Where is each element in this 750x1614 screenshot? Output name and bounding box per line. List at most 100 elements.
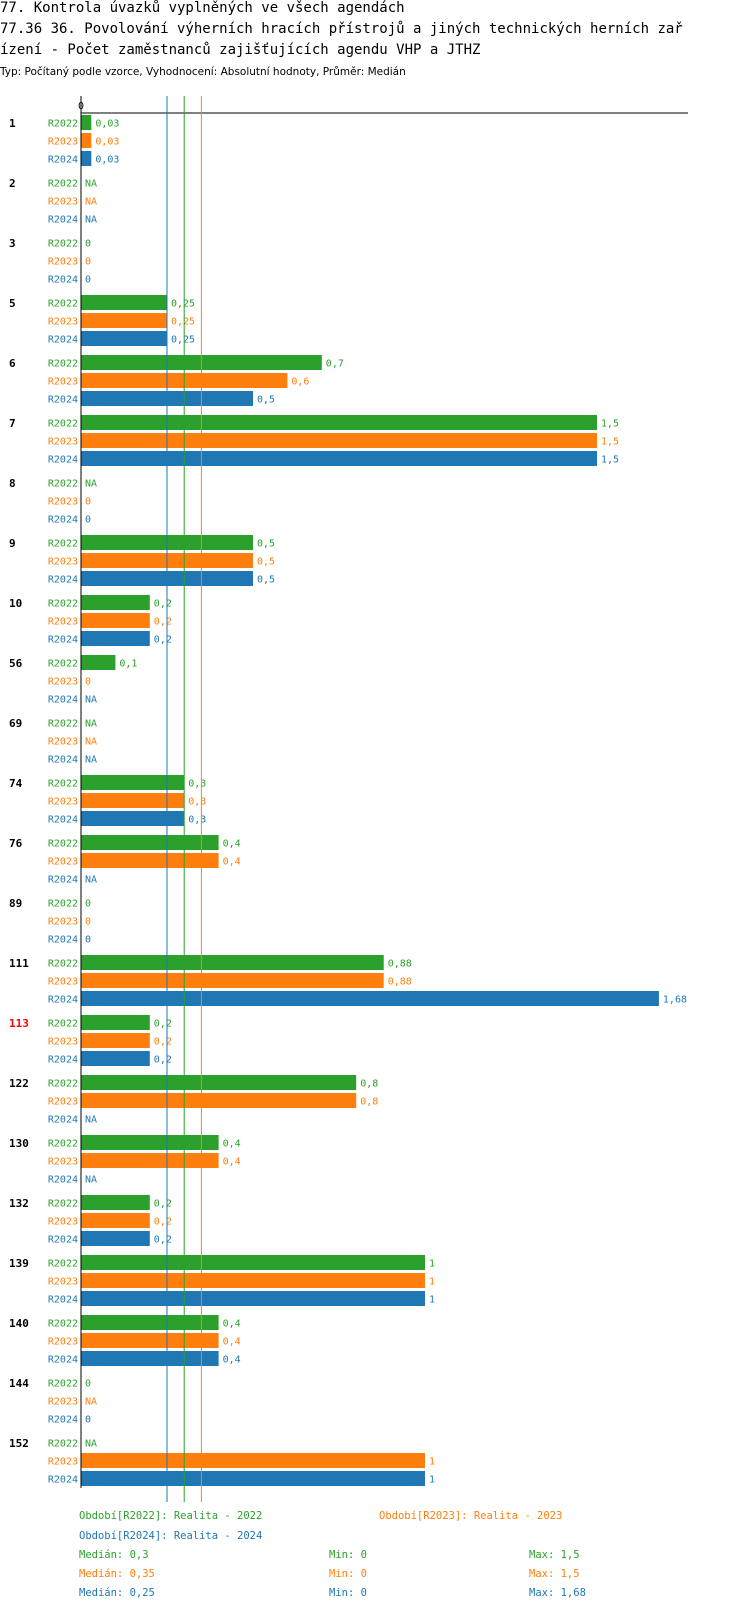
category-label: 76 bbox=[9, 837, 23, 850]
series-label: R2022 bbox=[48, 899, 78, 910]
chart-title-line-1: 77. Kontrola úvazků vyplněných ve všech … bbox=[0, 0, 405, 16]
value-label: 0 bbox=[85, 257, 91, 268]
series-label: R2023 bbox=[48, 617, 78, 628]
bar-R2024 bbox=[81, 451, 597, 466]
value-label: 0 bbox=[85, 917, 91, 928]
series-label: R2024 bbox=[48, 875, 78, 886]
series-label: R2022 bbox=[48, 1439, 78, 1450]
bar-R2022 bbox=[81, 295, 167, 310]
series-label: R2023 bbox=[48, 1097, 78, 1108]
value-label: 1,5 bbox=[601, 437, 619, 448]
value-label: 0,2 bbox=[154, 1019, 172, 1030]
series-label: R2023 bbox=[48, 1397, 78, 1408]
series-label: R2024 bbox=[48, 1055, 78, 1066]
value-label: 0,25 bbox=[171, 335, 195, 346]
series-label: R2024 bbox=[48, 1295, 78, 1306]
bar-R2024 bbox=[81, 1291, 425, 1306]
bar-R2024 bbox=[81, 1231, 150, 1246]
stat-min-R2023: Min: 0 bbox=[329, 1568, 367, 1580]
series-label: R2022 bbox=[48, 1379, 78, 1390]
category-label: 74 bbox=[9, 777, 23, 790]
category-label: 152 bbox=[9, 1437, 29, 1450]
series-label: R2024 bbox=[48, 1355, 78, 1366]
series-label: R2022 bbox=[48, 299, 78, 310]
bar-R2024 bbox=[81, 331, 167, 346]
value-label: 0,25 bbox=[171, 317, 195, 328]
value-label: 0 bbox=[85, 515, 91, 526]
series-label: R2024 bbox=[48, 635, 78, 646]
bar-R2022 bbox=[81, 595, 150, 610]
stat-max-R2023: Max: 1,5 bbox=[529, 1568, 580, 1580]
value-label: 0 bbox=[85, 239, 91, 250]
value-label: 0 bbox=[85, 1415, 91, 1426]
value-label: NA bbox=[85, 1115, 97, 1126]
value-label: 0,1 bbox=[119, 659, 137, 670]
value-label: 0,4 bbox=[223, 857, 241, 868]
value-label: 0,4 bbox=[223, 1139, 241, 1150]
series-label: R2023 bbox=[48, 1217, 78, 1228]
category-label: 6 bbox=[9, 357, 16, 370]
bar-R2024 bbox=[81, 1351, 219, 1366]
category-label: 10 bbox=[9, 597, 22, 610]
bar-R2023 bbox=[81, 313, 167, 328]
bar-R2022 bbox=[81, 835, 219, 850]
bar-R2022 bbox=[81, 775, 185, 790]
series-label: R2023 bbox=[48, 1337, 78, 1348]
value-label: 0 bbox=[85, 677, 91, 688]
bar-R2023 bbox=[81, 1093, 357, 1108]
category-label: 56 bbox=[9, 657, 23, 670]
value-label: NA bbox=[85, 875, 97, 886]
bar-R2023 bbox=[81, 1213, 150, 1228]
series-label: R2022 bbox=[48, 419, 78, 430]
value-label: 0,2 bbox=[154, 1055, 172, 1066]
value-label: 0,5 bbox=[257, 539, 275, 550]
bar-R2023 bbox=[81, 433, 597, 448]
series-label: R2023 bbox=[48, 317, 78, 328]
series-label: R2022 bbox=[48, 959, 78, 970]
series-label: R2023 bbox=[48, 677, 78, 688]
bar-R2023 bbox=[81, 613, 150, 628]
series-label: R2024 bbox=[48, 815, 78, 826]
value-label: 1 bbox=[429, 1277, 435, 1288]
bar-R2023 bbox=[81, 973, 384, 988]
value-label: 0,8 bbox=[360, 1079, 378, 1090]
value-label: NA bbox=[85, 197, 97, 208]
bar-R2024 bbox=[81, 991, 659, 1006]
series-label: R2022 bbox=[48, 599, 78, 610]
value-label: 0,2 bbox=[154, 617, 172, 628]
value-label: 0,88 bbox=[388, 977, 412, 988]
series-label: R2024 bbox=[48, 155, 78, 166]
bar-R2023 bbox=[81, 793, 185, 808]
series-label: R2023 bbox=[48, 557, 78, 568]
value-label: 0 bbox=[85, 1379, 91, 1390]
bar-R2024 bbox=[81, 1471, 425, 1486]
series-label: R2022 bbox=[48, 119, 78, 130]
bar-R2022 bbox=[81, 1195, 150, 1210]
value-label: NA bbox=[85, 215, 97, 226]
bar-R2023 bbox=[81, 853, 219, 868]
value-label: NA bbox=[85, 695, 97, 706]
value-label: 0,2 bbox=[154, 1235, 172, 1246]
bar-R2023 bbox=[81, 1453, 425, 1468]
bar-R2022 bbox=[81, 1315, 219, 1330]
series-label: R2023 bbox=[48, 437, 78, 448]
category-label: 7 bbox=[9, 417, 16, 430]
bar-R2023 bbox=[81, 1273, 425, 1288]
category-label: 144 bbox=[9, 1377, 29, 1390]
stat-min-R2022: Min: 0 bbox=[329, 1549, 367, 1561]
category-label: 5 bbox=[9, 297, 16, 310]
category-label: 3 bbox=[9, 237, 16, 250]
bar-R2023 bbox=[81, 1033, 150, 1048]
value-label: 0,2 bbox=[154, 1199, 172, 1210]
series-label: R2022 bbox=[48, 1199, 78, 1210]
value-label: 0,4 bbox=[223, 1157, 241, 1168]
series-label: R2022 bbox=[48, 719, 78, 730]
value-label: 0,4 bbox=[223, 839, 241, 850]
category-label: 89 bbox=[9, 897, 22, 910]
value-label: 0,03 bbox=[95, 119, 119, 130]
value-label: 0,8 bbox=[360, 1097, 378, 1108]
series-label: R2024 bbox=[48, 1475, 78, 1486]
series-label: R2024 bbox=[48, 275, 78, 286]
bar-R2022 bbox=[81, 1135, 219, 1150]
